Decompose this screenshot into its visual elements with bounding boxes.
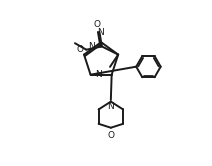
- Text: N: N: [107, 102, 114, 111]
- Text: N: N: [88, 42, 95, 50]
- Text: N: N: [95, 70, 101, 79]
- Text: N: N: [97, 28, 104, 37]
- Text: O: O: [76, 45, 83, 54]
- Text: O: O: [107, 131, 114, 140]
- Text: O: O: [94, 20, 101, 29]
